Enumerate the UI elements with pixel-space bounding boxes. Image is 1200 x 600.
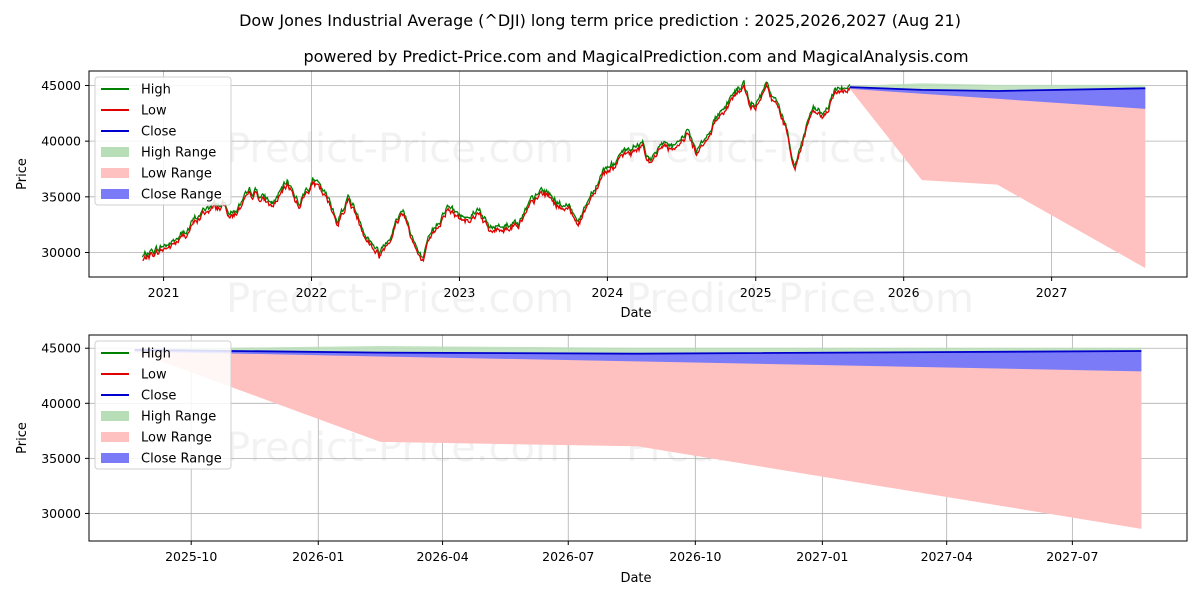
- watermark-text: Predict-Price.com: [626, 276, 974, 322]
- watermark-text: Predict-Price.com: [226, 126, 574, 172]
- x-tick-label: 2026: [888, 285, 920, 300]
- x-tick-label: 2027-07: [1046, 549, 1098, 564]
- legend-label: Close: [141, 125, 176, 140]
- legend: High Low Close High Range Low Range Close Ran…: [94, 76, 232, 206]
- legend-label: High Range: [141, 410, 216, 425]
- legend-label: Close: [141, 389, 176, 404]
- close-range-area: [134, 349, 1142, 372]
- legend-label: Low: [141, 104, 167, 119]
- lower-panel: Predict-Price.com Predict-Price.com 2025…: [15, 334, 1188, 586]
- x-tick-label: 2027: [1036, 285, 1068, 300]
- legend-high-range-swatch: [101, 411, 129, 421]
- watermark-text: Predict-Price.com: [226, 276, 574, 322]
- y-tick-label: 45000: [41, 78, 81, 93]
- x-tick-label: 2025: [740, 285, 772, 300]
- chart-title: Dow Jones Industrial Average (^DJI) long…: [239, 11, 961, 30]
- x-tick-label: 2026-01: [292, 549, 344, 564]
- x-axis-label: Date: [620, 571, 651, 586]
- x-tick-label: 2022: [296, 285, 328, 300]
- y-axis-ticks: 30000 35000 40000 45000: [41, 341, 89, 521]
- legend: High Low Close High Range Low Range Close Ran…: [94, 340, 232, 470]
- y-tick-label: 40000: [41, 134, 81, 149]
- close-forecast-line: [134, 349, 1142, 355]
- y-tick-label: 30000: [41, 245, 81, 260]
- y-tick-label: 40000: [41, 396, 81, 411]
- y-axis-label: Price: [15, 422, 30, 454]
- legend-close-range-swatch: [101, 189, 129, 199]
- x-tick-label: 2026-07: [542, 549, 594, 564]
- high-series-line: [141, 79, 851, 259]
- x-tick-label: 2023: [444, 285, 476, 300]
- low-range-area: [134, 350, 1142, 529]
- y-axis-ticks: 30000 35000 40000 45000: [41, 78, 89, 260]
- y-axis-label: Price: [15, 158, 30, 190]
- plot-frame: [88, 70, 1188, 278]
- x-tick-label: 2027-01: [796, 549, 848, 564]
- low-range-area: [849, 88, 1146, 269]
- legend-label: Low Range: [141, 167, 212, 182]
- x-axis-ticks: 2025-10 2026-01 2026-04 2026-07 2026-10 2027-…: [165, 541, 1098, 564]
- forecast-ranges: [849, 83, 1146, 269]
- x-tick-label: 2021: [148, 285, 180, 300]
- x-tick-label: 2026-04: [416, 549, 468, 564]
- x-tick-label: 2026-10: [669, 549, 721, 564]
- legend-low-range-swatch: [101, 432, 129, 442]
- series-lines: [141, 79, 1146, 263]
- close-range-area: [849, 87, 1146, 109]
- legend-high-range-swatch: [101, 147, 129, 157]
- x-axis-ticks: 2021 2022 2023 2024 2025 2026 2027: [148, 277, 1068, 300]
- y-tick-label: 45000: [41, 341, 81, 356]
- x-tick-label: 2025-10: [165, 549, 217, 564]
- legend-close-range-swatch: [101, 453, 129, 463]
- y-tick-label: 35000: [41, 189, 81, 204]
- upper-panel: Predict-Price.com Predict-Price.com Pred…: [15, 70, 1188, 322]
- legend-label: High: [141, 83, 171, 98]
- x-tick-label: 2024: [591, 285, 623, 300]
- legend-low-range-swatch: [101, 168, 129, 178]
- legend-label: Close Range: [141, 452, 222, 467]
- low-series-line: [142, 82, 851, 263]
- close-forecast-line: [849, 86, 1146, 92]
- y-tick-label: 35000: [41, 451, 81, 466]
- chart-subtitle: powered by Predict-Price.com and Magical…: [303, 47, 968, 66]
- series-lines: [134, 349, 1142, 355]
- x-tick-label: 2027-04: [921, 549, 973, 564]
- legend-label: Low: [141, 368, 167, 383]
- x-axis-label: Date: [620, 306, 651, 321]
- legend-label: High: [141, 347, 171, 362]
- legend-label: Close Range: [141, 188, 222, 203]
- plot-frame: [88, 334, 1188, 542]
- legend-label: Low Range: [141, 431, 212, 446]
- y-tick-label: 30000: [41, 506, 81, 521]
- legend-label: High Range: [141, 146, 216, 161]
